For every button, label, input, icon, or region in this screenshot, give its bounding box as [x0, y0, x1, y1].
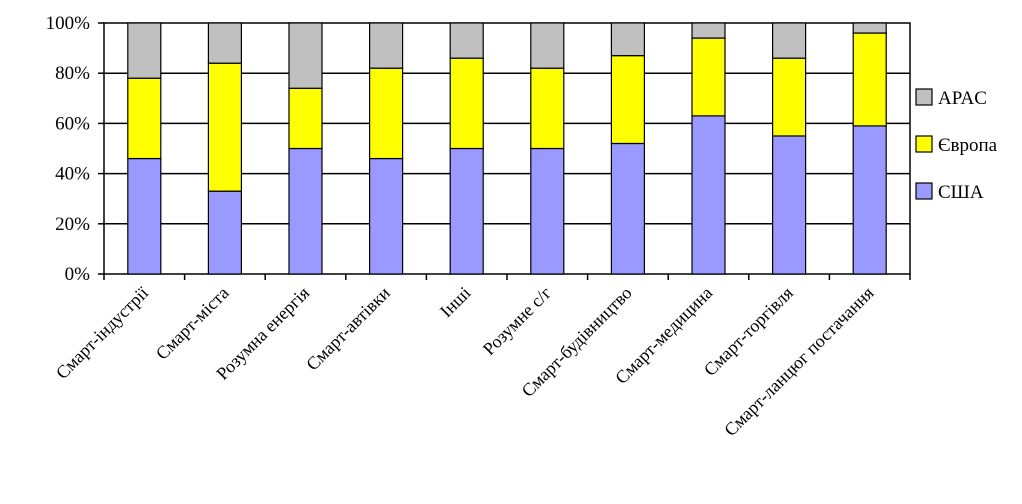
bar-segment	[288, 87, 323, 150]
y-tick-label: 0%	[65, 264, 91, 285]
bar-segment	[288, 22, 323, 89]
bar-segment	[127, 77, 162, 160]
bar-segment	[449, 57, 484, 150]
axes	[98, 22, 911, 280]
x-category-label: Смарт-автівки	[302, 282, 394, 374]
bar-segment	[288, 147, 323, 275]
bar-segment	[771, 22, 807, 59]
bar-segment	[127, 22, 162, 79]
bar-segment	[369, 157, 404, 275]
x-category-label: Смарт-ланцюг постачання	[720, 283, 877, 440]
x-category-label: Смарт-міста	[152, 283, 233, 364]
y-tick-label: 80%	[55, 63, 90, 84]
bar-segment	[207, 62, 242, 192]
legend-label: Європа	[938, 135, 998, 156]
legend-label: США	[938, 182, 984, 203]
y-tick-label: 20%	[55, 214, 90, 235]
bar-segment	[610, 22, 646, 57]
y-tick-label: 40%	[55, 164, 90, 185]
legend-label: APAC	[938, 88, 987, 109]
bar-segment	[127, 157, 162, 275]
bar-segment	[207, 190, 242, 275]
bar-segment	[852, 22, 887, 34]
bar-segment	[691, 115, 726, 275]
legend: APAC Європа США	[915, 88, 998, 203]
bar-segment	[369, 67, 404, 160]
bar-segment	[449, 147, 484, 275]
bar-segment	[691, 37, 726, 117]
bar-segment	[369, 22, 404, 69]
bar-segment	[610, 55, 646, 145]
bars	[127, 22, 887, 275]
bar-segment	[852, 125, 887, 275]
bar-segment	[449, 22, 484, 59]
y-axis-tick-labels: 0% 20% 40% 60% 80% 100%	[46, 13, 91, 285]
bar-segment	[610, 142, 646, 275]
bar-segment	[771, 57, 807, 137]
bar-segment	[207, 22, 242, 64]
bar-segment	[852, 32, 887, 127]
legend-swatch	[915, 135, 933, 153]
bar-segment	[771, 135, 807, 275]
legend-swatch	[915, 182, 933, 200]
x-category-label: Інші	[436, 283, 475, 322]
y-tick-label: 60%	[55, 113, 90, 134]
legend-swatch	[915, 88, 933, 106]
bar-segment	[691, 22, 726, 39]
bar-segment	[530, 22, 565, 69]
x-category-label: Розумне с/г	[479, 283, 555, 359]
bar-segment	[530, 67, 565, 150]
x-category-label: Смарт-індустрії	[52, 283, 152, 383]
bar-segment	[530, 147, 565, 275]
y-tick-label: 100%	[46, 13, 91, 34]
